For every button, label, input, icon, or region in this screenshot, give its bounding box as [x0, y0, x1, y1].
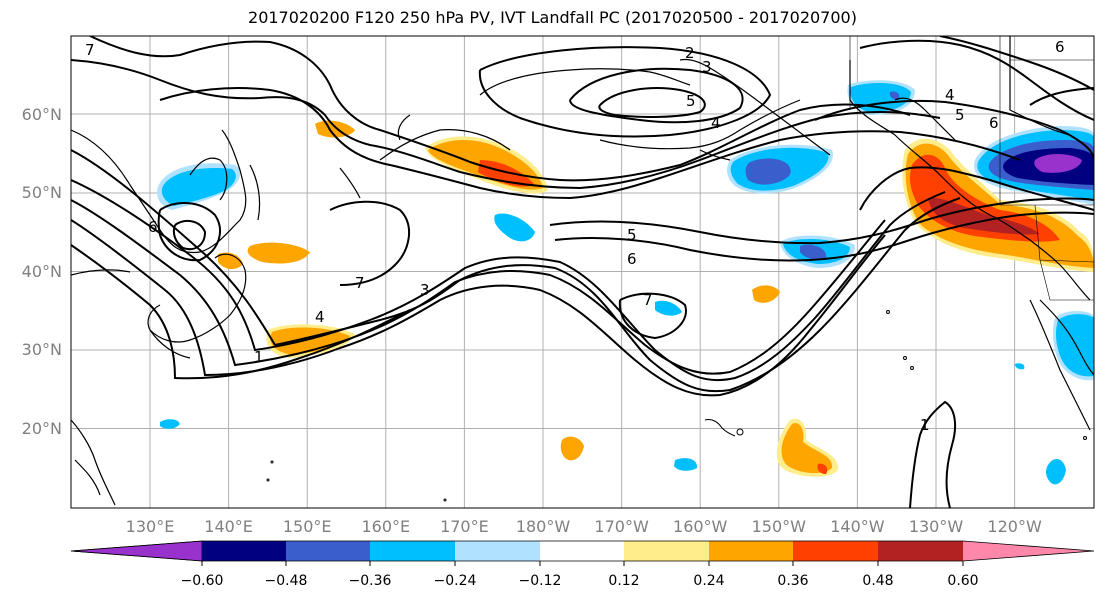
colorbar-segment [963, 541, 1094, 561]
latitude-label: 60°N [22, 105, 62, 124]
colorbar-segment [70, 540, 203, 562]
shading-layer [157, 80, 1094, 485]
longitude-labels: 130°E 140°E 150°E 160°E 170°E 180°W 170°… [126, 517, 1042, 536]
longitude-label: 150°E [283, 517, 332, 536]
contour-labels: 7 2 3 5 4 5 6 6 5 6 7 3 4 1 7 1 4 6 [85, 38, 1065, 434]
negative-anomaly-region [889, 91, 900, 100]
colorbar-segment [709, 541, 793, 561]
positive-anomaly-region [218, 252, 243, 270]
positive-anomaly-region [817, 463, 828, 474]
contour-label: 7 [85, 41, 95, 59]
positive-anomaly-region [478, 160, 535, 187]
negative-anomaly-region [800, 244, 827, 260]
longitude-label: 150°W [752, 517, 807, 536]
colorbar-tick-label: −0.60 [181, 573, 224, 589]
latitude-label: 50°N [22, 183, 62, 202]
contour-label: 3 [702, 58, 712, 76]
negative-anomaly-region [494, 213, 535, 242]
colorbar-tick-label: −0.36 [349, 573, 392, 589]
borders [849, 36, 1094, 301]
colorbar-tick-label: 0.12 [608, 573, 639, 589]
longitude-label: 170°W [594, 517, 649, 536]
latitude-label: 30°N [22, 340, 62, 359]
contour-label: 1 [254, 348, 264, 366]
colorbar-segment [370, 541, 455, 561]
contour-label: 2 [685, 44, 695, 62]
negative-anomaly-region [674, 458, 698, 471]
contour-label: 3 [420, 281, 430, 299]
colorbar-tick-labels: −0.60 −0.48 −0.36 −0.24 −0.12 0.12 0.24 … [181, 573, 979, 589]
latitude-label: 20°N [22, 419, 62, 438]
positive-anomaly-region [781, 423, 833, 474]
negative-anomaly-region [160, 419, 180, 429]
contour-label: 6 [148, 218, 158, 236]
contour-label: 7 [355, 274, 365, 292]
longitude-label: 160°E [361, 517, 410, 536]
longitude-label: 180°W [516, 517, 571, 536]
colorbar-tick-label: 0.60 [947, 573, 978, 589]
colorbar-segment [878, 541, 963, 561]
contour-label: 4 [945, 86, 955, 104]
contour-label: 6 [1055, 38, 1065, 56]
negative-anomaly-region [161, 168, 236, 206]
contour-label: 6 [989, 114, 999, 132]
graticule [71, 36, 1094, 508]
colorbar-tick-label: −0.48 [265, 573, 308, 589]
map-frame [70, 35, 1095, 509]
longitude-label: 170°E [440, 517, 489, 536]
colorbar-tick-label: −0.12 [519, 573, 562, 589]
longitude-label: 160°W [673, 517, 728, 536]
contour-label: 1 [920, 416, 930, 434]
negative-anomaly-region [1034, 154, 1082, 173]
islands [266, 310, 1087, 502]
pv-contours [71, 36, 1094, 508]
colorbar-segment [624, 541, 709, 561]
coastlines [71, 36, 1094, 506]
colorbar-tick-label: −0.24 [434, 573, 477, 589]
map-title: 2017020200 F120 250 hPa PV, IVT Landfall… [248, 8, 857, 27]
longitude-label: 130°W [909, 517, 964, 536]
contour-label: 5 [686, 92, 696, 110]
colorbar-tick-label: 0.48 [862, 573, 893, 589]
contour-label: 5 [955, 106, 965, 124]
colorbar-segment [540, 541, 624, 561]
latitude-label: 40°N [22, 262, 62, 281]
negative-anomaly-region [1015, 363, 1025, 370]
longitude-label: 140°W [830, 517, 885, 536]
colorbar-segment [455, 541, 540, 561]
colorbar-segment [793, 541, 878, 561]
colorbar-tick-label: 0.24 [693, 573, 724, 589]
latitude-labels: 60°N 50°N 40°N 30°N 20°N [22, 105, 62, 438]
positive-anomaly-region [560, 436, 584, 461]
positive-anomaly-region [928, 197, 1040, 235]
longitude-label: 140°E [204, 517, 253, 536]
longitude-label: 120°W [987, 517, 1042, 536]
positive-anomaly-region [752, 285, 780, 303]
colorbar-segment [202, 541, 286, 561]
colorbar [70, 540, 1095, 566]
contour-label: 6 [627, 250, 637, 268]
positive-anomaly-region [315, 120, 355, 138]
contour-label: 4 [315, 308, 325, 326]
negative-anomaly-region [655, 300, 682, 316]
positive-anomaly-region [247, 242, 310, 264]
contour-label: 4 [711, 114, 721, 132]
negative-anomaly-region [745, 158, 791, 185]
longitude-label: 130°E [126, 517, 175, 536]
contour-label: 7 [643, 291, 653, 309]
colorbar-segment [286, 541, 370, 561]
contour-label: 5 [627, 226, 637, 244]
colorbar-tick-label: 0.36 [777, 573, 808, 589]
negative-anomaly-region [1045, 458, 1066, 485]
